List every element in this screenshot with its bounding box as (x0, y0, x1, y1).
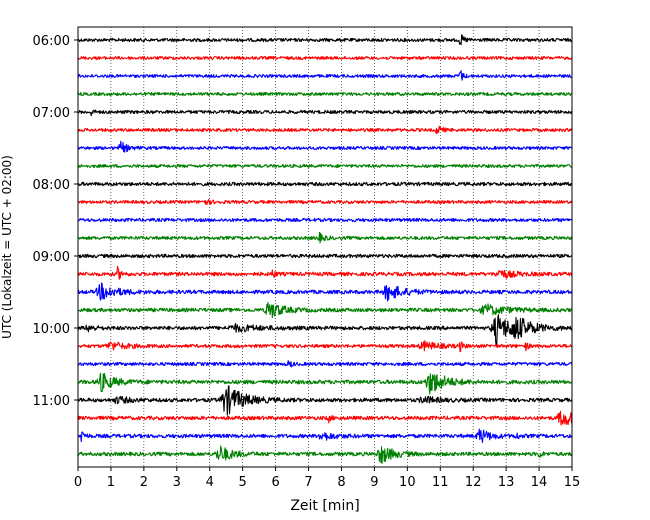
trace-0930 (77, 282, 573, 302)
y-axis-ticks: 06:00 07:00 08:00 09:00 10:00 11:00 (33, 34, 78, 409)
trace-1145 (77, 445, 573, 464)
y-tick-label: 08:00 (33, 178, 70, 193)
x-tick-label: 3 (173, 475, 181, 490)
x-tick-label: 13 (498, 475, 515, 490)
trace-1130 (77, 428, 573, 443)
trace-0600 (77, 34, 573, 46)
trace-0645 (77, 91, 573, 97)
y-tick-label: 06:00 (33, 34, 70, 49)
x-tick-label: 11 (432, 475, 449, 490)
trace-0800 (77, 181, 573, 187)
x-axis-label: Zeit [min] (290, 498, 359, 514)
x-tick-label: 0 (74, 475, 82, 490)
x-tick-label: 1 (107, 475, 115, 490)
trace-1115 (77, 410, 573, 426)
trace-0745 (77, 163, 573, 169)
x-tick-label: 12 (465, 475, 482, 490)
x-tick-label: 10 (399, 475, 416, 490)
seismic-traces (77, 34, 573, 464)
trace-0945 (77, 301, 573, 319)
trace-0830 (77, 217, 573, 223)
x-tick-label: 7 (304, 475, 312, 490)
x-tick-label: 6 (271, 475, 279, 490)
trace-0715 (77, 125, 573, 135)
trace-1015 (77, 340, 573, 353)
plot-frame (77, 26, 573, 468)
trace-1100 (77, 385, 573, 416)
x-tick-label: 2 (140, 475, 148, 490)
trace-1045 (77, 372, 573, 395)
y-tick-label: 10:00 (33, 322, 70, 337)
trace-0900 (77, 253, 573, 259)
x-tick-label: 14 (531, 475, 548, 490)
x-tick-label: 9 (370, 475, 378, 490)
trace-0915 (77, 265, 573, 280)
trace-0730 (77, 140, 573, 153)
x-tick-label: 15 (564, 475, 581, 490)
y-tick-label: 09:00 (33, 250, 70, 265)
trace-0815 (77, 198, 573, 205)
vertical-grid-lines (110, 27, 540, 467)
trace-0845 (77, 231, 573, 244)
y-axis-label: UTC (Lokalzeit = UTC + 02:00) (0, 155, 14, 339)
trace-1030 (77, 360, 573, 368)
x-tick-label: 8 (337, 475, 345, 490)
trace-0700 (77, 109, 573, 117)
x-tick-label: 5 (239, 475, 247, 490)
x-tick-label: 4 (206, 475, 214, 490)
y-tick-label: 11:00 (33, 394, 70, 409)
trace-1000 (77, 314, 573, 346)
x-axis-ticks: 0 1 2 3 4 5 6 7 8 9 10 11 12 13 14 15 (74, 467, 580, 490)
trace-0615 (77, 55, 573, 61)
trace-0630 (77, 70, 573, 81)
y-tick-label: 07:00 (33, 106, 70, 121)
